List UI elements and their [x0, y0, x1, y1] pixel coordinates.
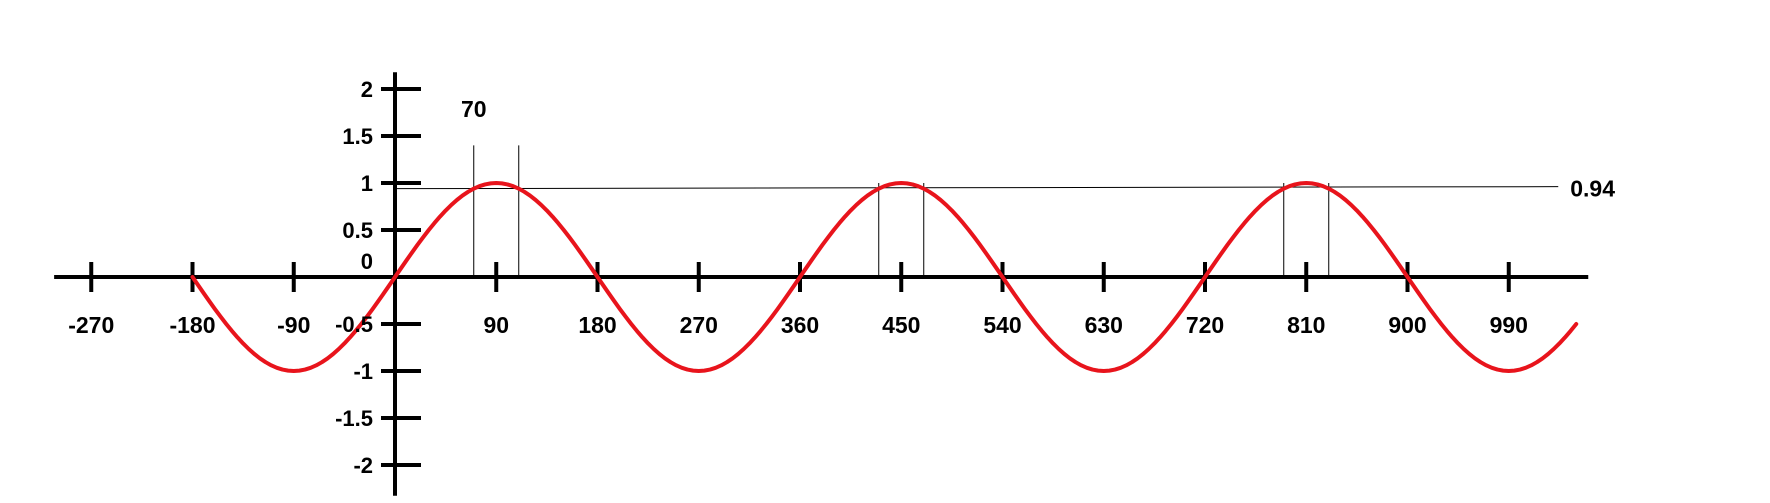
reference-lines: [394, 145, 1559, 277]
x-tick-label: -270: [68, 312, 114, 338]
x-tick-label: 990: [1490, 312, 1528, 338]
x-tick-label: 630: [1085, 312, 1123, 338]
axes: [54, 72, 1589, 496]
x-tick-label: 270: [680, 312, 718, 338]
y-tick-label: 0: [361, 249, 373, 274]
x-tick-label: 450: [882, 312, 920, 338]
curve-layer: [190, 181, 1579, 373]
x-tick-label: 360: [781, 312, 819, 338]
y-tick-label: 0.5: [342, 218, 373, 243]
y-tick-label: -1.5: [335, 406, 373, 431]
annotation-label: 70: [461, 96, 487, 122]
reference-line-label: 0.94: [1570, 176, 1615, 202]
x-tick-label: -180: [169, 312, 215, 338]
y-tick-label: 1: [361, 171, 373, 196]
y-tick-label: -1: [353, 359, 373, 384]
x-tick-label: 540: [983, 312, 1021, 338]
x-tick-label: -90: [277, 312, 310, 338]
x-tick-label: 900: [1388, 312, 1426, 338]
x-tick-label: 90: [483, 312, 509, 338]
y-tick-label: -2: [353, 453, 373, 478]
y-tick-label: 2: [361, 77, 373, 102]
y-tick-label: -0.5: [335, 312, 373, 337]
reference-line: [394, 186, 1559, 190]
y-tick-label: 1.5: [342, 124, 373, 149]
sine-curve: [190, 181, 1579, 373]
x-tick-label: 810: [1287, 312, 1325, 338]
x-tick-label: 180: [578, 312, 616, 338]
labels: -270 -180 -90 90 180 270 360 450 540 630 720 810 900…: [68, 77, 1615, 478]
x-tick-label: 720: [1186, 312, 1224, 338]
